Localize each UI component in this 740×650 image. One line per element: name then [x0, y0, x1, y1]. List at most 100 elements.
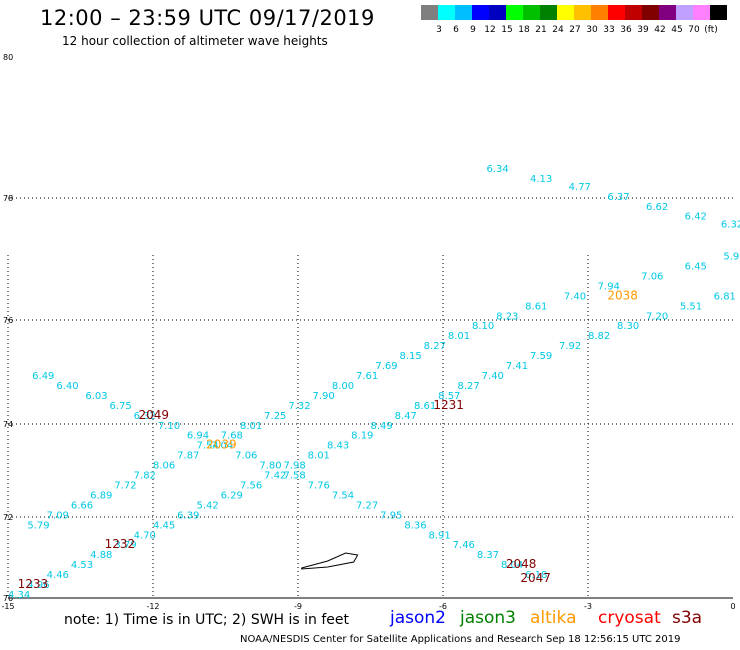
wave-height-label: 4.70: [134, 530, 156, 541]
wave-height-label: 6.18: [525, 570, 547, 581]
colorbar-label: 36: [620, 25, 632, 35]
wave-height-label: 5.79: [27, 520, 49, 531]
wave-height-label: 7.82: [134, 471, 156, 482]
pass-time-label: 2049: [139, 408, 170, 422]
wave-height-label: 7.06: [235, 451, 257, 462]
wave-height-label: 4.96: [27, 580, 49, 591]
longitude-label: -6: [439, 602, 447, 611]
colorbar-swatch: [574, 5, 591, 20]
wave-height-label: 7.56: [240, 481, 262, 492]
wave-height-label: 4.88: [90, 550, 112, 561]
footer-credit: NOAA/NESDIS Center for Satellite Applica…: [240, 634, 681, 645]
colorbar-swatch: [591, 5, 608, 20]
wave-height-label: 7.41: [506, 361, 528, 372]
pass-time-label: 2038: [607, 288, 638, 302]
wave-height-label: 6.32: [134, 411, 156, 422]
wave-height-label: 8.43: [327, 441, 349, 452]
colorbar-swatch: [438, 5, 455, 20]
wave-height-label: 7.87: [177, 451, 199, 462]
colorbar-label: 70: [688, 25, 700, 35]
wave-height-label: 4.53: [71, 560, 93, 571]
wave-height-label: 7.90: [313, 391, 335, 402]
colorbar-label: 24: [552, 25, 564, 35]
wave-height-label: 7.40: [564, 291, 586, 302]
wave-height-label: 7.40: [482, 371, 504, 382]
colorbar-swatch: [540, 5, 557, 20]
colorbar-swatch: [455, 5, 472, 20]
wave-height-label: 7.04: [211, 441, 233, 452]
colorbar-label: 42: [654, 25, 666, 35]
wave-height-label: 7.69: [375, 361, 397, 372]
pass-time-label: 2048: [506, 557, 537, 571]
legend-altika: altika: [530, 608, 577, 628]
wave-height-label: 8.36: [404, 520, 426, 531]
wave-height-label: 6.66: [71, 500, 93, 511]
colorbar-label: 30: [586, 25, 598, 35]
latitude-label: 76: [3, 316, 13, 325]
wave-height-label: 7.10: [158, 421, 180, 432]
colorbar-label: 45: [671, 25, 683, 35]
colorbar-swatch: [710, 5, 727, 20]
colorbar-label: (ft): [704, 25, 718, 35]
wave-height-label: 4.46: [47, 570, 69, 581]
colorbar-label: 39: [637, 25, 649, 35]
colorbar-swatch: [506, 5, 523, 20]
latitude-label: 78: [3, 194, 13, 203]
wave-height-label: 8.00: [332, 381, 354, 392]
wave-height-label: 8.27: [458, 381, 480, 392]
pass-time-label: 1233: [18, 577, 49, 591]
wave-height-label: 8.82: [588, 331, 610, 342]
wave-height-label: 8.15: [400, 351, 422, 362]
latitude-label: 74: [3, 420, 13, 429]
wave-height-label: 6.94: [187, 431, 209, 442]
wave-height-label: 6.40: [56, 381, 78, 392]
latitude-label: 70: [3, 594, 13, 603]
wave-height-label: 7.98: [284, 461, 306, 472]
legend-jason2: jason2: [390, 608, 446, 628]
colorbar-swatch: [625, 5, 642, 20]
pass-time-label: 2039: [206, 438, 237, 452]
wave-height-label: 7.80: [259, 461, 281, 472]
colorbar-label: 3: [436, 25, 442, 35]
wave-height-label: 8.01: [448, 331, 470, 342]
wave-height-label: 7.42: [264, 471, 286, 482]
colorbar-swatch: [608, 5, 625, 20]
colorbar-swatch: [659, 5, 676, 20]
island-outline: [301, 552, 359, 570]
colorbar-label: 9: [470, 25, 476, 35]
wave-height-label: 7.59: [530, 351, 552, 362]
wave-height-label: 6.42: [685, 212, 707, 223]
wave-height-label: 4.34: [8, 590, 30, 601]
wave-height-label: 7.94: [598, 281, 620, 292]
wave-height-label: 7.32: [288, 401, 310, 412]
wave-height-label: 7.27: [356, 500, 378, 511]
colorbar-label: 6: [453, 25, 459, 35]
colorbar-label: 33: [603, 25, 615, 35]
wave-height-label: 7.61: [356, 371, 378, 382]
wave-height-label: 8.06: [153, 461, 175, 472]
wave-height-label: 6.37: [607, 192, 629, 203]
legend-cryosat: cryosat: [598, 608, 661, 628]
pass-time-label: 1231: [433, 398, 464, 412]
wave-height-label: 5.95: [723, 252, 740, 263]
colorbar-swatch: [472, 5, 489, 20]
latitude-label: 80: [3, 53, 13, 62]
colorbar-swatch: [489, 5, 506, 20]
longitude-label: 0: [730, 602, 735, 611]
longitude-label: -15: [1, 602, 14, 611]
page-subtitle: 12 hour collection of altimeter wave hei…: [62, 34, 328, 48]
wave-height-label: 7.20: [646, 311, 668, 322]
colorbar-swatch: [421, 5, 438, 20]
wave-height-label: 8.61: [525, 301, 547, 312]
wave-height-label: 8.37: [477, 550, 499, 561]
wave-height-label: 7.72: [114, 481, 136, 492]
wave-height-label: 8.19: [351, 431, 373, 442]
wave-height-label: 7.95: [380, 510, 402, 521]
longitude-label: -9: [294, 602, 302, 611]
wave-height-label: 8.01: [308, 451, 330, 462]
pass-time-label: 2047: [520, 571, 551, 585]
colorbar-swatch: [557, 5, 574, 20]
longitude-label: -12: [146, 602, 159, 611]
wave-height-label: 8.23: [496, 311, 518, 322]
